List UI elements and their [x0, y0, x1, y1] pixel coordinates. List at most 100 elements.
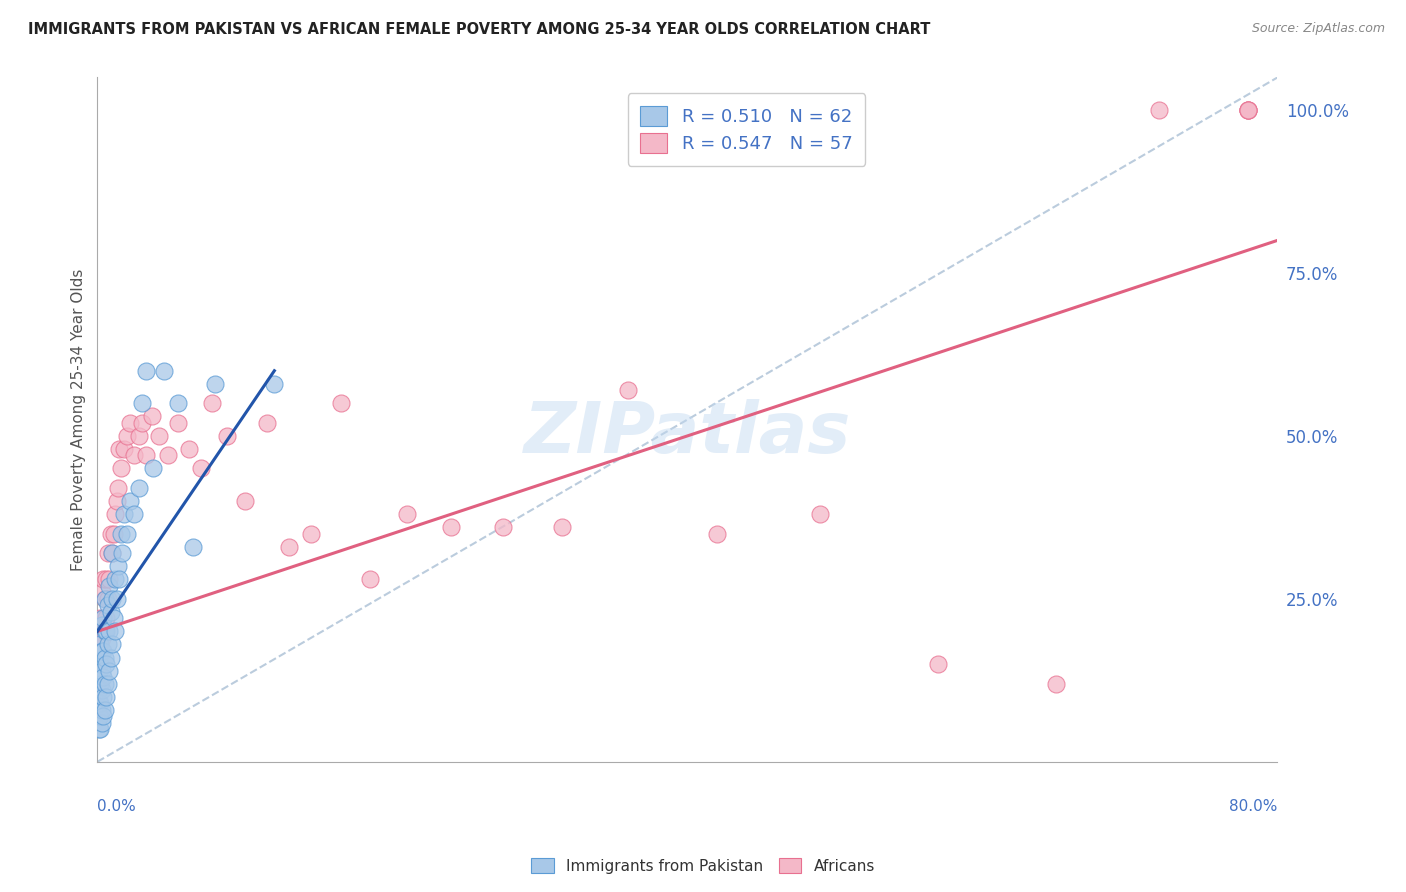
Point	[1045, 676, 1067, 690]
Point	[93, 591, 115, 606]
Point	[96, 611, 118, 625]
Point	[131, 416, 153, 430]
Point	[90, 664, 112, 678]
Point	[118, 494, 141, 508]
Point	[101, 546, 124, 560]
Point	[97, 676, 120, 690]
Point	[204, 376, 226, 391]
Point	[105, 591, 128, 606]
Point	[167, 396, 190, 410]
Point	[440, 520, 463, 534]
Legend: Immigrants from Pakistan, Africans: Immigrants from Pakistan, Africans	[524, 852, 882, 880]
Point	[1237, 103, 1260, 117]
Text: 80.0%: 80.0%	[1229, 799, 1278, 814]
Point	[142, 461, 165, 475]
Point	[110, 461, 132, 475]
Point	[87, 709, 110, 723]
Point	[105, 494, 128, 508]
Point	[90, 715, 112, 730]
Point	[96, 572, 118, 586]
Point	[115, 429, 138, 443]
Point	[233, 494, 256, 508]
Text: IMMIGRANTS FROM PAKISTAN VS AFRICAN FEMALE POVERTY AMONG 25-34 YEAR OLDS CORRELA: IMMIGRANTS FROM PAKISTAN VS AFRICAN FEMA…	[28, 22, 931, 37]
Point	[91, 611, 114, 625]
Point	[98, 572, 121, 586]
Point	[131, 396, 153, 410]
Point	[90, 683, 112, 698]
Legend: R = 0.510   N = 62, R = 0.547   N = 57: R = 0.510 N = 62, R = 0.547 N = 57	[627, 94, 865, 166]
Point	[299, 526, 322, 541]
Point	[100, 526, 122, 541]
Point	[89, 696, 111, 710]
Point	[96, 624, 118, 639]
Point	[706, 526, 728, 541]
Point	[97, 546, 120, 560]
Point	[256, 416, 278, 430]
Point	[107, 481, 129, 495]
Point	[87, 637, 110, 651]
Point	[101, 546, 124, 560]
Point	[1237, 103, 1260, 117]
Point	[93, 591, 115, 606]
Point	[90, 631, 112, 645]
Point	[93, 703, 115, 717]
Point	[111, 546, 134, 560]
Point	[108, 442, 131, 456]
Point	[190, 461, 212, 475]
Point	[217, 429, 239, 443]
Point	[91, 644, 114, 658]
Point	[98, 624, 121, 639]
Point	[97, 591, 120, 606]
Point	[101, 637, 124, 651]
Point	[118, 416, 141, 430]
Text: ZIPatlas: ZIPatlas	[523, 399, 851, 467]
Point	[148, 429, 170, 443]
Point	[107, 559, 129, 574]
Point	[96, 657, 118, 671]
Point	[100, 650, 122, 665]
Point	[89, 657, 111, 671]
Point	[91, 690, 114, 704]
Point	[329, 396, 352, 410]
Point	[87, 683, 110, 698]
Point	[135, 364, 157, 378]
Point	[551, 520, 574, 534]
Point	[492, 520, 515, 534]
Point	[93, 624, 115, 639]
Point	[89, 624, 111, 639]
Point	[808, 507, 831, 521]
Text: Source: ZipAtlas.com: Source: ZipAtlas.com	[1251, 22, 1385, 36]
Point	[177, 442, 200, 456]
Point	[617, 384, 640, 398]
Point	[89, 637, 111, 651]
Point	[1149, 103, 1171, 117]
Point	[93, 650, 115, 665]
Point	[103, 526, 125, 541]
Point	[91, 611, 114, 625]
Point	[89, 611, 111, 625]
Point	[359, 572, 381, 586]
Point	[87, 722, 110, 736]
Point	[152, 364, 174, 378]
Point	[103, 611, 125, 625]
Point	[87, 696, 110, 710]
Point	[93, 624, 115, 639]
Point	[90, 703, 112, 717]
Point	[97, 599, 120, 613]
Point	[157, 449, 180, 463]
Point	[396, 507, 419, 521]
Text: 0.0%: 0.0%	[97, 799, 136, 814]
Point	[110, 526, 132, 541]
Point	[1237, 103, 1260, 117]
Point	[112, 442, 135, 456]
Point	[90, 585, 112, 599]
Point	[91, 670, 114, 684]
Point	[278, 540, 301, 554]
Point	[100, 605, 122, 619]
Point	[927, 657, 949, 671]
Point	[96, 690, 118, 704]
Point	[128, 429, 150, 443]
Point	[128, 481, 150, 495]
Point	[108, 572, 131, 586]
Point	[167, 416, 190, 430]
